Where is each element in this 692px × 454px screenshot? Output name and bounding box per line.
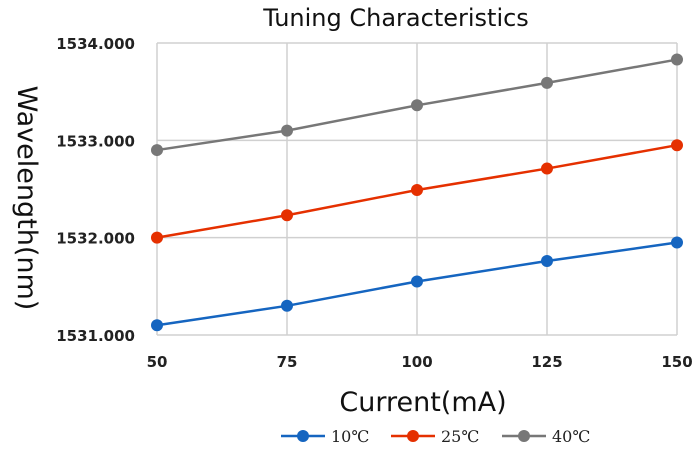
legend-label-0: 10℃ (331, 427, 369, 446)
data-point-2-1 (281, 124, 293, 137)
legend-item-2: 40℃ (502, 427, 590, 446)
x-tick-label-3: 125 (531, 353, 562, 371)
series-layer (151, 53, 683, 332)
data-point-0-1 (281, 299, 293, 312)
series-1 (151, 139, 683, 244)
data-point-2-4 (671, 53, 683, 66)
grid-layer (156, 42, 678, 336)
data-point-0-3 (541, 255, 553, 268)
data-point-0-0 (151, 319, 163, 332)
y-axis-ticks: 1531.000 1532.000 1533.000 1534.000 (56, 35, 135, 345)
legend-label-2: 40℃ (552, 427, 590, 446)
series-0 (151, 236, 683, 332)
chart-title: Tuning Characteristics (262, 4, 529, 32)
legend-item-0: 10℃ (281, 427, 369, 446)
data-point-2-2 (411, 99, 423, 112)
x-tick-label-0: 50 (147, 353, 168, 371)
data-point-0-4 (671, 236, 683, 249)
y-tick-label-1: 1532.000 (56, 230, 135, 248)
legend-label-1: 25℃ (441, 427, 479, 446)
x-axis-label: Current(mA) (339, 387, 506, 418)
legend-swatch-marker-2 (518, 430, 530, 442)
series-2 (151, 53, 683, 157)
x-tick-label-1: 75 (277, 353, 298, 371)
legend-swatch-marker-1 (407, 430, 419, 442)
legend-item-1: 25℃ (391, 427, 479, 446)
data-point-2-0 (151, 144, 163, 157)
y-tick-label-0: 1531.000 (56, 327, 135, 345)
data-point-2-3 (541, 76, 553, 89)
legend: 10℃ 25℃ 40℃ (281, 427, 590, 446)
legend-swatch-marker-0 (297, 430, 309, 442)
data-point-1-0 (151, 231, 163, 244)
y-tick-label-2: 1533.000 (56, 132, 135, 150)
x-tick-label-4: 150 (661, 353, 692, 371)
x-tick-label-2: 100 (401, 353, 432, 371)
data-point-1-3 (541, 162, 553, 175)
data-point-1-2 (411, 183, 423, 196)
data-point-1-1 (281, 209, 293, 222)
x-axis-ticks: 50 75 100 125 150 (147, 353, 692, 371)
y-axis-label: Wavelength(nm) (11, 86, 42, 311)
y-tick-label-3: 1534.000 (56, 35, 135, 53)
data-point-0-2 (411, 275, 423, 288)
data-point-1-4 (671, 139, 683, 152)
